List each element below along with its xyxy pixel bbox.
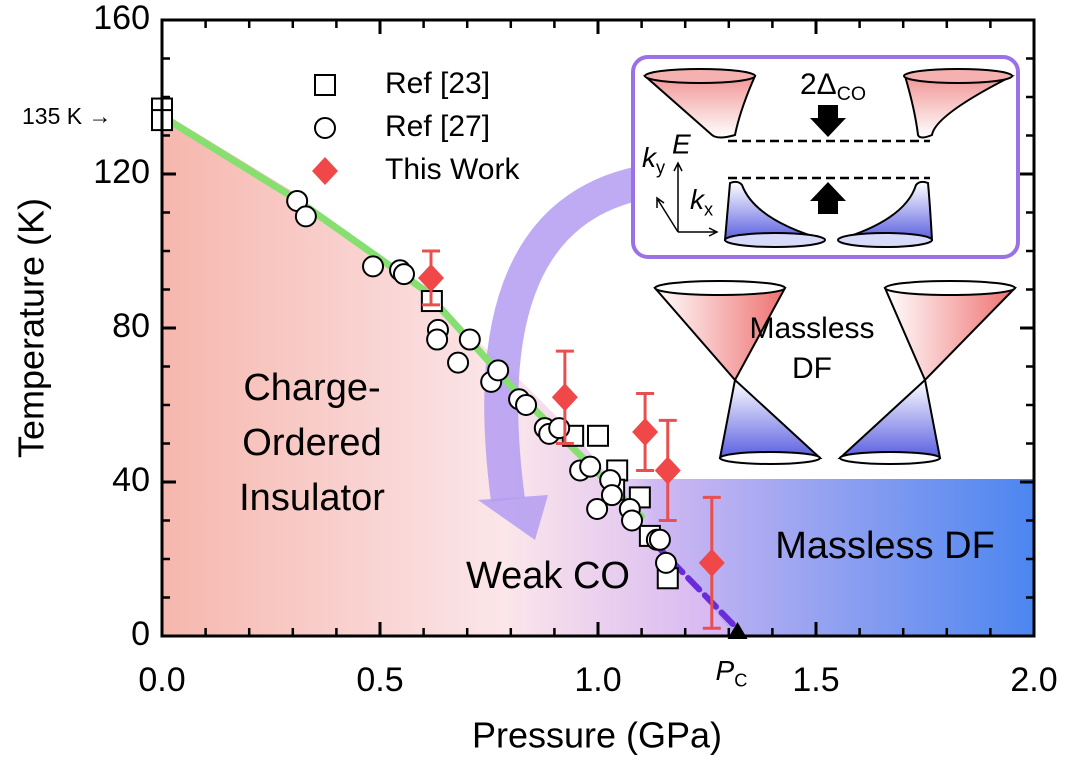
- circle-point: [427, 330, 447, 350]
- circle-point: [656, 553, 676, 573]
- pc-label-sub: C: [734, 670, 747, 690]
- x-tick-label: 2.0: [1010, 661, 1057, 699]
- square-point: [588, 426, 608, 446]
- legend-label: This Work: [385, 153, 520, 186]
- start-label: 135 K →: [22, 103, 112, 129]
- y-tick-label: 0: [131, 615, 150, 653]
- cone-bottom: [725, 233, 825, 247]
- circle-point: [650, 530, 670, 550]
- cone: [720, 380, 820, 458]
- circle-point: [460, 330, 480, 350]
- circle-point: [516, 395, 536, 415]
- circle-point: [580, 457, 600, 477]
- x-tick-label: 1.0: [574, 661, 621, 699]
- page: {"chart_data": { "type": "scatter", "x_l…: [0, 0, 1081, 762]
- legend-label: Ref [23]: [385, 67, 490, 100]
- k-y-label-sub: y: [656, 157, 666, 177]
- gap-label-main: 2Δ: [800, 68, 837, 101]
- diamond-point: [552, 383, 578, 411]
- cone: [885, 282, 1015, 380]
- cone-top: [645, 69, 755, 83]
- y-tick-label: 120: [93, 153, 150, 191]
- co-region-label: Insulator: [239, 477, 385, 519]
- legend-swatch: [315, 75, 335, 95]
- massless-label: Massless DF: [775, 525, 995, 567]
- chart: 0.0 0.5 1.0 1.5 2.0 0 40 80 120 160 Pressure (GPa)…: [0, 0, 1081, 762]
- cone: [840, 380, 940, 458]
- diamond-point: [632, 418, 658, 446]
- y-tick-label: 40: [112, 461, 150, 499]
- cone-top: [885, 281, 1015, 295]
- pc-label: PC: [716, 655, 748, 690]
- circle-point: [622, 511, 642, 531]
- y-axis-title: Temperature (K): [11, 198, 52, 458]
- legend-swatch: [312, 157, 338, 185]
- circle-point: [394, 264, 414, 284]
- circle-point: [296, 206, 316, 226]
- cone-bottom: [840, 452, 940, 464]
- y-tick-label: 160: [93, 0, 150, 37]
- circle-point: [363, 256, 383, 276]
- cone-bottom: [838, 233, 932, 247]
- circle-point: [488, 360, 508, 380]
- x-tick-label: 0.5: [356, 661, 403, 699]
- weak-co-label: Weak CO: [466, 555, 630, 597]
- x-axis-title: Pressure (GPa): [472, 715, 722, 756]
- k-x-label-sub: x: [704, 199, 713, 219]
- circle-point: [602, 485, 622, 505]
- x-tick-label: 0.0: [138, 661, 185, 699]
- cone-top: [904, 69, 1012, 83]
- y-tick-label: 80: [112, 307, 150, 345]
- pc-label-main: P: [716, 655, 735, 686]
- legend-label: Ref [27]: [385, 110, 490, 143]
- x-tick-label: 1.5: [792, 661, 839, 699]
- co-region-label: Ordered: [242, 422, 381, 464]
- circle-point: [448, 353, 468, 373]
- inset-massless-label: Massless: [749, 312, 874, 345]
- co-region-label: Charge-: [243, 367, 380, 409]
- gap-label-sub: CO: [837, 83, 866, 105]
- inset-massless-label: DF: [792, 352, 832, 385]
- energy-label: E: [672, 128, 691, 159]
- legend-swatch: [315, 118, 335, 138]
- cone-top: [655, 281, 785, 295]
- cone-bottom: [720, 452, 820, 464]
